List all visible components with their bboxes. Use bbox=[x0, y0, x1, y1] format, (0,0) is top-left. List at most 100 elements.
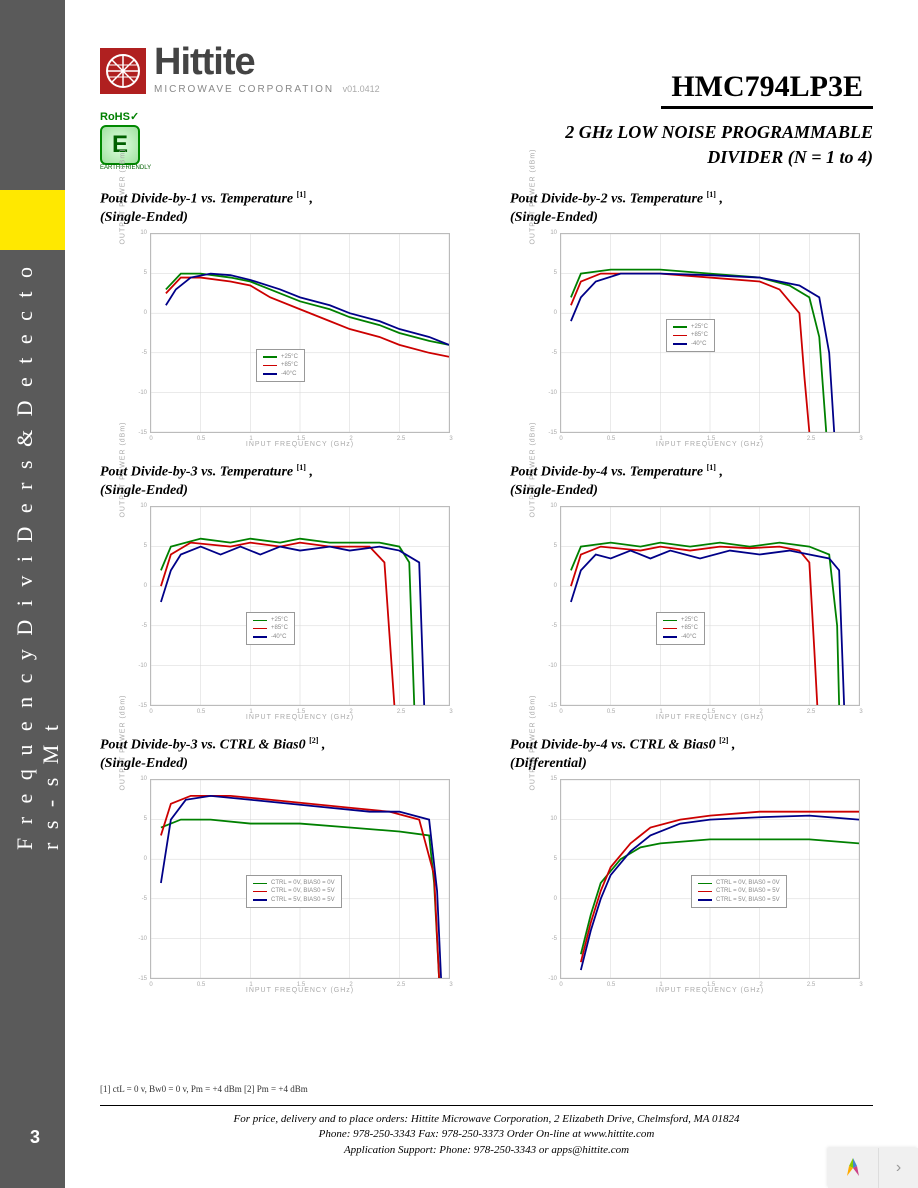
corner-logo-icon bbox=[828, 1148, 878, 1188]
x-tick: 0 bbox=[553, 982, 569, 988]
x-tick: 2 bbox=[753, 982, 769, 988]
y-tick: -5 bbox=[543, 936, 557, 942]
x-tick: 0.5 bbox=[193, 982, 209, 988]
x-tick: 2.5 bbox=[393, 436, 409, 442]
x-tick: 2 bbox=[343, 709, 359, 715]
x-tick: 3 bbox=[853, 436, 869, 442]
x-tick: 1 bbox=[243, 709, 259, 715]
chart-legend: +25°C+85°C-40°C bbox=[256, 349, 305, 382]
y-tick: 0 bbox=[543, 583, 557, 589]
y-tick: 10 bbox=[543, 503, 557, 509]
y-tick: -10 bbox=[133, 390, 147, 396]
logo-subtext: MICROWAVE CORPORATION bbox=[154, 84, 334, 95]
y-tick: 10 bbox=[543, 230, 557, 236]
y-tick: -5 bbox=[133, 896, 147, 902]
x-tick: 2.5 bbox=[803, 436, 819, 442]
y-tick: -10 bbox=[543, 390, 557, 396]
x-tick: 1 bbox=[653, 982, 669, 988]
y-tick: 5 bbox=[543, 856, 557, 862]
footnote: [1] ctL = 0 v, Bw0 = 0 v, Pm = +4 dBm [2… bbox=[100, 1084, 308, 1094]
x-tick: 2.5 bbox=[393, 982, 409, 988]
x-tick: 3 bbox=[853, 709, 869, 715]
y-tick: 15 bbox=[543, 776, 557, 782]
legend-item: +25°C bbox=[673, 323, 708, 331]
legend-item: CTRL = 0V, BIAS0 = 5V bbox=[253, 887, 335, 895]
chart-legend: +25°C+85°C-40°C bbox=[246, 612, 295, 645]
y-tick: -5 bbox=[133, 350, 147, 356]
x-tick: 2 bbox=[343, 436, 359, 442]
x-tick: 1 bbox=[243, 982, 259, 988]
legend-item: -40°C bbox=[663, 633, 698, 641]
yellow-tab bbox=[0, 190, 65, 250]
legend-item: +25°C bbox=[253, 616, 288, 624]
y-tick: -10 bbox=[543, 663, 557, 669]
chart-title: Pout Divide-by-3 vs. CTRL & Bias0 [2] ,(… bbox=[100, 736, 470, 773]
footer-line3: Application Support: Phone: 978-250-3343… bbox=[100, 1143, 873, 1158]
x-tick: 1.5 bbox=[293, 982, 309, 988]
legend-item: +25°C bbox=[263, 353, 298, 361]
y-tick: 0 bbox=[133, 310, 147, 316]
y-tick: -5 bbox=[543, 350, 557, 356]
x-tick: 0 bbox=[143, 709, 159, 715]
x-tick: 0 bbox=[553, 709, 569, 715]
x-tick: 0.5 bbox=[603, 436, 619, 442]
x-axis-label: INPUT FREQUENCY (GHz) bbox=[151, 441, 449, 448]
y-tick: 5 bbox=[543, 270, 557, 276]
y-tick: 5 bbox=[133, 270, 147, 276]
legend-item: +85°C bbox=[253, 624, 288, 632]
footer-line1: For price, delivery and to place orders:… bbox=[100, 1112, 873, 1127]
chart-plot: OUTPUT POWER (dBm)INPUT FREQUENCY (GHz)-… bbox=[150, 233, 450, 433]
y-axis-label: OUTPUT POWER (dBm) bbox=[120, 127, 127, 267]
sidebar-category-text: F r e q u e n c y D i v i D e r s & D e … bbox=[12, 250, 64, 850]
legend-item: CTRL = 0V, BIAS0 = 0V bbox=[253, 879, 335, 887]
y-tick: 5 bbox=[133, 543, 147, 549]
y-tick: -10 bbox=[133, 663, 147, 669]
x-tick: 0.5 bbox=[603, 709, 619, 715]
legend-item: +25°C bbox=[663, 616, 698, 624]
x-tick: 2 bbox=[343, 982, 359, 988]
y-axis-label: OUTPUT POWER (dBm) bbox=[120, 673, 127, 813]
x-tick: 1 bbox=[243, 436, 259, 442]
x-tick: 0 bbox=[143, 982, 159, 988]
corner-widget[interactable]: › bbox=[828, 1148, 918, 1188]
chart-legend: +25°C+85°C-40°C bbox=[656, 612, 705, 645]
x-tick: 1 bbox=[653, 709, 669, 715]
chart-title: Pout Divide-by-1 vs. Temperature [1] ,(S… bbox=[100, 190, 470, 227]
logo-area: Hittite MICROWAVE CORPORATION v01.0412 bbox=[100, 45, 380, 97]
rohs-icon: RoHS✓ bbox=[100, 110, 151, 123]
x-axis-label: INPUT FREQUENCY (GHz) bbox=[151, 714, 449, 721]
x-tick: 2 bbox=[753, 436, 769, 442]
footer-line2: Phone: 978-250-3343 Fax: 978-250-3373 Or… bbox=[100, 1127, 873, 1142]
chart-plot: OUTPUT POWER (dBm)INPUT FREQUENCY (GHz)-… bbox=[150, 779, 450, 979]
x-tick: 2.5 bbox=[803, 709, 819, 715]
y-axis-label: OUTPUT POWER (dBm) bbox=[120, 400, 127, 540]
legend-item: CTRL = 0V, BIAS0 = 5V bbox=[698, 887, 780, 895]
chart-title: Pout Divide-by-4 vs. CTRL & Bias0 [2] ,(… bbox=[510, 736, 880, 773]
x-axis-label: INPUT FREQUENCY (GHz) bbox=[561, 441, 859, 448]
chart-plot: OUTPUT POWER (dBm)INPUT FREQUENCY (GHz)-… bbox=[560, 233, 860, 433]
x-tick: 1.5 bbox=[703, 709, 719, 715]
version-text: v01.0412 bbox=[343, 84, 380, 94]
y-tick: 10 bbox=[543, 816, 557, 822]
x-tick: 1.5 bbox=[703, 982, 719, 988]
chart-cell-5: Pout Divide-by-4 vs. CTRL & Bias0 [2] ,(… bbox=[510, 736, 880, 979]
legend-item: CTRL = 5V, BIAS0 = 5V bbox=[253, 896, 335, 904]
y-tick: 0 bbox=[133, 856, 147, 862]
next-arrow-icon[interactable]: › bbox=[878, 1148, 918, 1188]
x-tick: 2 bbox=[753, 709, 769, 715]
chart-cell-0: Pout Divide-by-1 vs. Temperature [1] ,(S… bbox=[100, 190, 470, 433]
legend-item: -40°C bbox=[673, 340, 708, 348]
subtitle-line1: 2 GHz LOW NOISE PROGRAMMABLE bbox=[565, 120, 873, 145]
y-tick: 10 bbox=[133, 230, 147, 236]
x-tick: 0.5 bbox=[193, 436, 209, 442]
chart-cell-2: Pout Divide-by-3 vs. Temperature [1] ,(S… bbox=[100, 463, 470, 706]
x-axis-label: INPUT FREQUENCY (GHz) bbox=[561, 714, 859, 721]
chart-cell-3: Pout Divide-by-4 vs. Temperature [1] ,(S… bbox=[510, 463, 880, 706]
chart-plot: OUTPUT POWER (dBm)INPUT FREQUENCY (GHz)-… bbox=[560, 779, 860, 979]
product-subtitle: 2 GHz LOW NOISE PROGRAMMABLE DIVIDER (N … bbox=[565, 120, 873, 170]
x-tick: 3 bbox=[443, 982, 459, 988]
x-tick: 0 bbox=[553, 436, 569, 442]
x-tick: 0.5 bbox=[193, 709, 209, 715]
x-tick: 3 bbox=[443, 709, 459, 715]
legend-item: +85°C bbox=[663, 624, 698, 632]
